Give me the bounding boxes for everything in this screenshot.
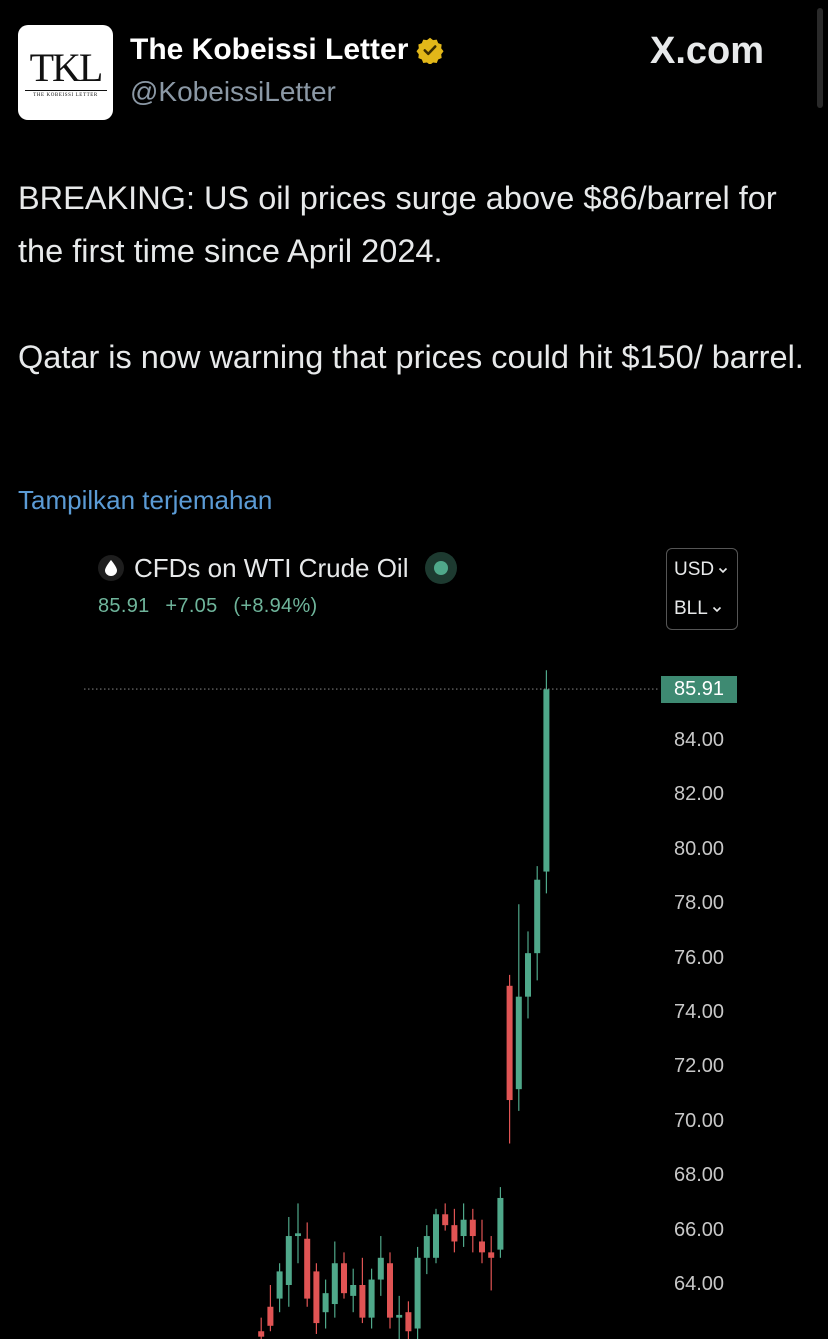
y-axis-tick: 66.00: [674, 1218, 725, 1241]
candle: [442, 1203, 449, 1231]
candle: [543, 670, 550, 894]
candle: [497, 1187, 504, 1258]
candle: [258, 1317, 265, 1339]
user-handle[interactable]: @KobeissiLetter: [130, 76, 336, 107]
candle: [322, 1279, 329, 1329]
avatar-monogram: TKL: [29, 44, 104, 90]
y-axis-tick: 74.00: [674, 1001, 725, 1023]
y-axis-tick: 76.00: [674, 946, 725, 969]
candle: [313, 1263, 320, 1334]
avatar-rule: [24, 89, 107, 91]
price-chart: [84, 670, 660, 1339]
currency-value: USD: [674, 559, 715, 580]
unit-dropdown[interactable]: BLL: [674, 598, 722, 620]
candle: [359, 1257, 366, 1324]
market-open-status-icon: [424, 552, 457, 584]
instrument-header: CFDs on WTI Crude Oil: [98, 552, 457, 584]
display-name[interactable]: The Kobeissi Letter: [130, 33, 444, 67]
candle: [515, 904, 522, 1111]
y-axis-tick: 84.00: [674, 729, 725, 751]
verified-badge-icon: [416, 37, 444, 64]
candle: [469, 1208, 476, 1253]
instrument-name: CFDs on WTI Crude Oil: [134, 552, 409, 583]
candle: [377, 1236, 384, 1296]
tweet-paragraph: BREAKING: US oil prices surge above $86/…: [18, 180, 777, 269]
x-brand-logo: X.com: [650, 30, 765, 72]
y-axis-tick: 68.00: [674, 1164, 725, 1187]
candle: [368, 1268, 375, 1329]
translate-link[interactable]: Tampilkan terjemahan: [18, 485, 273, 515]
y-axis-tick: 70.00: [674, 1109, 725, 1132]
candle: [433, 1208, 439, 1264]
unit-selector: USD BLL: [666, 548, 738, 630]
candle: [341, 1252, 347, 1299]
chevron-down-icon: [719, 567, 728, 574]
candle: [488, 1236, 495, 1291]
candle: [387, 1252, 393, 1329]
price-change: +7.05: [165, 595, 218, 617]
candle: [285, 1217, 292, 1307]
y-axis-tick: 80.00: [674, 837, 725, 860]
candle: [304, 1222, 311, 1307]
candle: [295, 1203, 301, 1264]
y-axis-tick: 78.00: [674, 892, 725, 915]
scrollbar[interactable]: [817, 8, 823, 108]
avatar[interactable]: TKL THE KOBEISSI LETTER: [18, 25, 113, 120]
current-price-label: 85.91: [661, 676, 737, 703]
y-axis-tick: 72.00: [674, 1055, 725, 1078]
candle: [525, 931, 531, 1019]
tweet-paragraph: Qatar is now warning that prices could h…: [18, 339, 804, 375]
price-change-percent: (+8.94%): [233, 595, 318, 617]
candle: [405, 1301, 412, 1339]
candle: [534, 866, 541, 981]
chevron-down-icon: [712, 606, 721, 613]
candle: [506, 974, 513, 1144]
candle: [479, 1219, 485, 1264]
candle: [396, 1295, 403, 1339]
last-price: 85.91: [98, 595, 150, 617]
candle: [423, 1225, 430, 1275]
candle: [276, 1263, 283, 1313]
candle: [414, 1246, 421, 1339]
display-name-text: The Kobeissi Letter: [130, 33, 409, 66]
candle: [267, 1285, 274, 1332]
y-axis-tick: 82.00: [674, 783, 725, 806]
tweet-text: BREAKING: US oil prices surge above $86/…: [18, 172, 813, 384]
candle: [350, 1268, 357, 1313]
oil-drop-icon: [98, 555, 124, 581]
avatar-subtitle: THE KOBEISSI LETTER: [33, 92, 98, 98]
price-quote: 85.91 +7.05 (+8.94%): [98, 595, 328, 618]
candle: [460, 1203, 467, 1247]
candle: [331, 1241, 338, 1318]
candle: [451, 1208, 458, 1253]
currency-dropdown[interactable]: USD: [674, 559, 728, 581]
unit-value: BLL: [674, 598, 708, 619]
y-axis-tick: 64.00: [674, 1273, 725, 1295]
